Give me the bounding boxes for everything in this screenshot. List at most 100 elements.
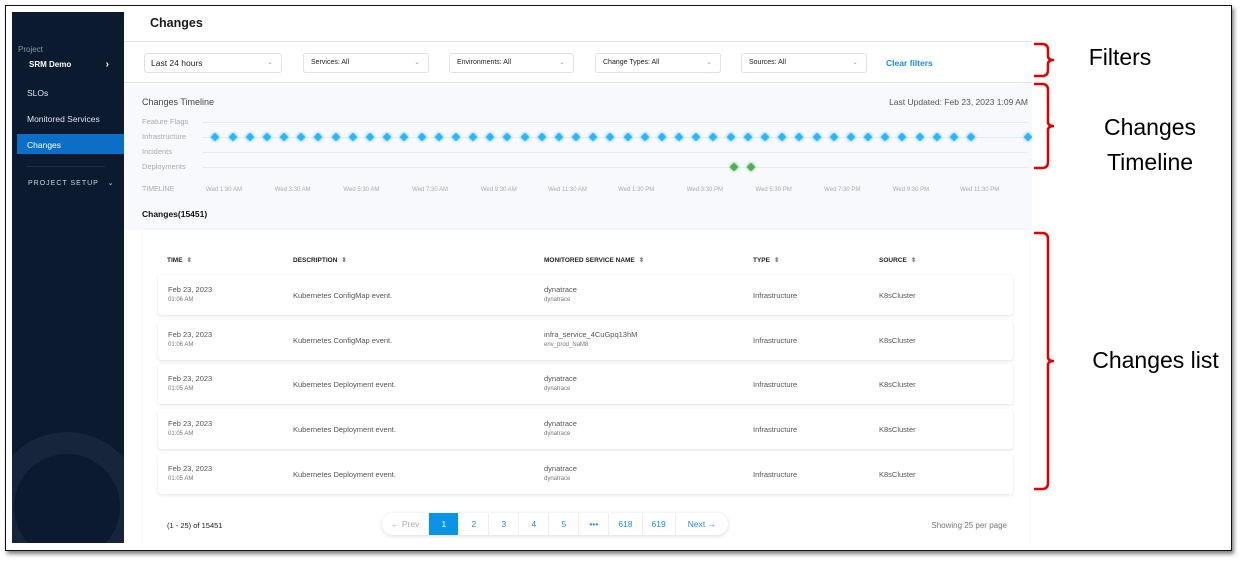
- timeline-event-marker[interactable]: [400, 132, 409, 142]
- sort-icon: ⬍: [910, 257, 917, 264]
- column-header-time[interactable]: TIME ⬍: [167, 257, 192, 264]
- row-environment: env_prod_NaM8: [544, 341, 589, 348]
- clear-filters-link[interactable]: Clear filters: [886, 58, 933, 68]
- timeline-event-marker[interactable]: [537, 132, 546, 142]
- project-selector[interactable]: SRM Demo ›: [29, 59, 109, 70]
- row-description: Kubernetes ConfigMap event.: [293, 335, 393, 345]
- prev-page-button[interactable]: ← Prev: [382, 513, 430, 535]
- timeline-event-marker[interactable]: [915, 132, 924, 142]
- row-time: 01:05 AM: [168, 431, 194, 438]
- row-description: Kubernetes Deployment event.: [293, 425, 396, 435]
- row-time: 01:05 AM: [168, 475, 194, 482]
- row-type: Infrastructure: [753, 335, 798, 345]
- timeline-event-marker[interactable]: [589, 132, 598, 142]
- page-button[interactable]: 1: [429, 513, 460, 535]
- table-row[interactable]: Feb 23, 2023 01:05 AM Kubernetes Deploym…: [158, 364, 1013, 405]
- timeline-event-marker[interactable]: [709, 132, 718, 142]
- timeline-event-marker[interactable]: [554, 132, 564, 142]
- timeline-event-marker[interactable]: [417, 132, 426, 142]
- timeline-event-marker[interactable]: [571, 132, 581, 142]
- column-header-type[interactable]: TYPE ⬍: [753, 257, 780, 264]
- timeline-tick-label: Wed 9:30 PM: [892, 187, 930, 193]
- table-row[interactable]: Feb 23, 2023 01:05 AM Kubernetes Deploym…: [158, 453, 1013, 494]
- next-page-button[interactable]: Next →: [687, 519, 717, 529]
- table-row[interactable]: Feb 23, 2023 01:05 AM Kubernetes Deploym…: [158, 409, 1013, 450]
- change-types-filter[interactable]: Change Types: All ⌄: [595, 53, 721, 73]
- page-button[interactable]: •••: [579, 513, 610, 535]
- sort-icon: ⬍: [638, 257, 645, 264]
- timeline-event-marker[interactable]: [623, 132, 632, 142]
- timeline-event-marker[interactable]: [863, 132, 873, 142]
- timeline-event-marker[interactable]: [606, 132, 615, 142]
- timeline-event-marker[interactable]: [485, 132, 495, 142]
- timeline-tick-label: Wed 3:30 PM: [686, 187, 724, 193]
- sidebar-item-changes[interactable]: Changes: [17, 134, 124, 154]
- time-range-select[interactable]: Last 24 hours ⌄: [144, 53, 282, 73]
- timeline-event-marker[interactable]: [1024, 132, 1032, 142]
- timeline-event-marker[interactable]: [729, 162, 738, 172]
- timeline-event-marker[interactable]: [777, 132, 787, 142]
- timeline-event-marker[interactable]: [314, 132, 323, 142]
- row-date: Feb 23, 2023: [168, 285, 213, 294]
- row-source: K8sCluster: [879, 380, 916, 390]
- page-button[interactable]: 618: [609, 513, 643, 535]
- timeline-event-marker[interactable]: [245, 132, 254, 142]
- page-button[interactable]: 619: [643, 513, 676, 535]
- timeline-event-marker[interactable]: [297, 132, 306, 142]
- timeline-event-marker[interactable]: [795, 132, 804, 142]
- page-button[interactable]: 4: [519, 513, 550, 535]
- column-header-description[interactable]: DESCRIPTION ⬍: [293, 257, 347, 264]
- row-description: Kubernetes Deployment event.: [293, 469, 396, 479]
- timeline-event-marker[interactable]: [949, 132, 959, 142]
- timeline-event-marker[interactable]: [692, 132, 701, 142]
- timeline-event-marker[interactable]: [503, 132, 512, 142]
- timeline-event-marker[interactable]: [746, 162, 755, 172]
- page-button[interactable]: 2: [459, 513, 490, 535]
- timeline-event-marker[interactable]: [382, 132, 392, 142]
- timeline-tick-label: Wed 5:30 PM: [755, 187, 792, 193]
- timeline-tick-label: Wed 11:30 PM: [960, 187, 1000, 193]
- timeline-event-marker[interactable]: [898, 132, 907, 142]
- timeline-event-marker[interactable]: [966, 132, 976, 142]
- timeline-event-marker[interactable]: [451, 132, 461, 142]
- chevron-down-icon: ⌄: [107, 180, 115, 187]
- sidebar-item-slos[interactable]: SLOs: [27, 88, 49, 98]
- services-filter[interactable]: Services: All ⌄: [303, 53, 429, 73]
- app-window: Project SRM Demo › SLOs Monitored Service…: [12, 12, 1032, 543]
- timeline-row-label: Infrastructure: [142, 132, 187, 141]
- timeline-event-marker[interactable]: [726, 132, 735, 142]
- pager: ← Prev 1 2 3 4 5 ••• 618 619 Next →: [382, 513, 729, 535]
- timeline-event-marker[interactable]: [640, 132, 650, 142]
- timeline-event-marker[interactable]: [228, 132, 237, 142]
- timeline-event-marker[interactable]: [211, 132, 220, 142]
- timeline-event-marker[interactable]: [657, 132, 667, 142]
- timeline-event-marker[interactable]: [331, 132, 340, 142]
- timeline-event-marker[interactable]: [348, 132, 358, 142]
- page-button[interactable]: 5: [549, 513, 580, 535]
- timeline-event-marker[interactable]: [846, 132, 856, 142]
- row-time: 01:06 AM: [168, 297, 194, 303]
- sources-filter[interactable]: Sources: All ⌄: [741, 53, 867, 73]
- timeline-event-marker[interactable]: [468, 132, 478, 142]
- timeline-event-marker[interactable]: [520, 132, 529, 142]
- row-service: dynatrace: [544, 463, 577, 473]
- column-header-source[interactable]: SOURCE ⬍: [879, 257, 917, 264]
- project-setup-toggle[interactable]: PROJECT SETUP ⌄: [28, 179, 115, 187]
- timeline-event-marker[interactable]: [279, 132, 289, 142]
- timeline-event-marker[interactable]: [760, 132, 770, 142]
- table-row[interactable]: Feb 23, 2023 01:06 AM Kubernetes ConfigM…: [158, 275, 1013, 315]
- timeline-event-marker[interactable]: [434, 132, 443, 142]
- timeline-event-marker[interactable]: [365, 132, 375, 142]
- timeline-event-marker[interactable]: [829, 132, 838, 142]
- timeline-event-marker[interactable]: [932, 132, 941, 142]
- timeline-event-marker[interactable]: [812, 132, 821, 142]
- timeline-event-marker[interactable]: [262, 132, 272, 142]
- column-header-service[interactable]: MONITORED SERVICE NAME ⬍: [544, 257, 645, 264]
- table-row[interactable]: Feb 23, 2023 01:06 AM Kubernetes ConfigM…: [158, 319, 1013, 360]
- sidebar-item-monitored-services[interactable]: Monitored Services: [27, 114, 100, 124]
- timeline-event-marker[interactable]: [743, 132, 753, 142]
- timeline-event-marker[interactable]: [674, 132, 684, 142]
- page-button[interactable]: 3: [489, 513, 520, 535]
- timeline-event-marker[interactable]: [880, 132, 890, 142]
- environments-filter[interactable]: Environments: All ⌄: [449, 53, 574, 73]
